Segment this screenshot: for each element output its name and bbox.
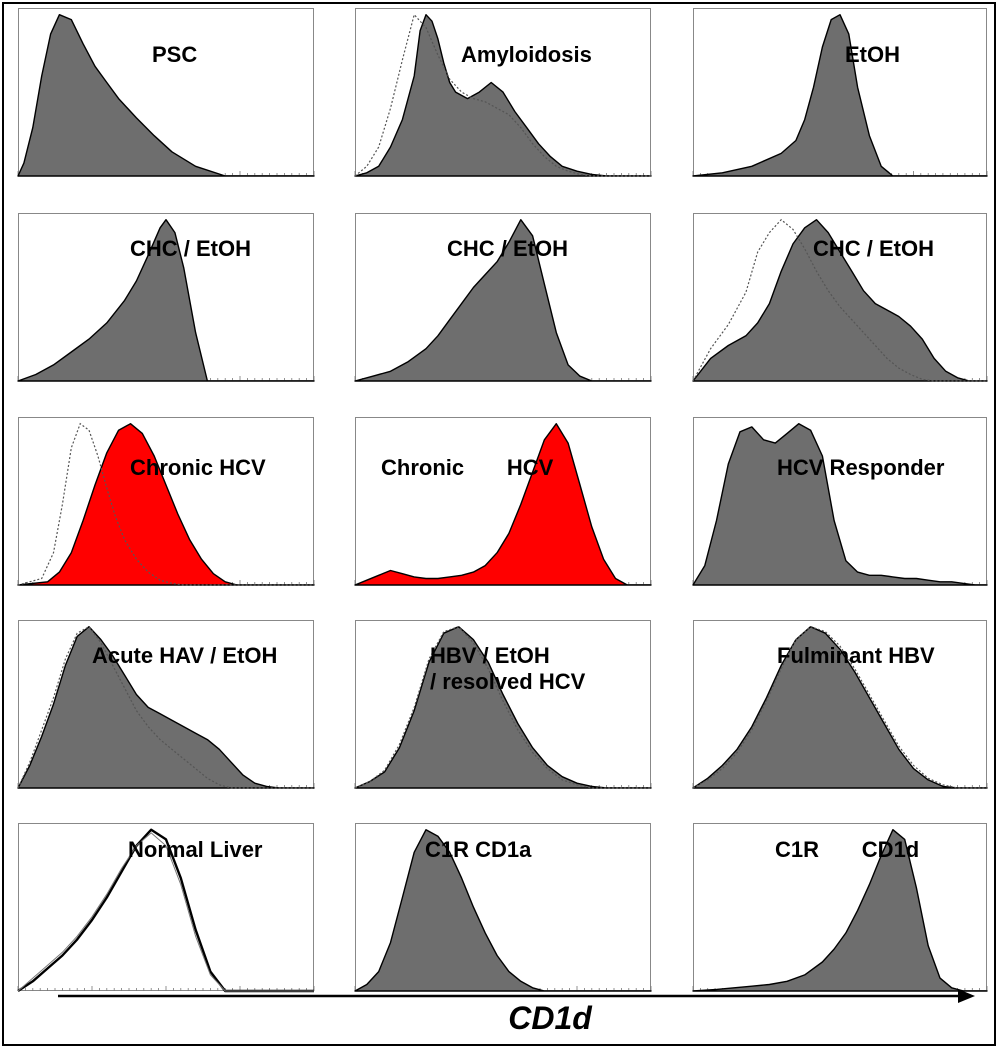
histogram-panel: HBV / EtOH / resolved HCV [354,620,652,789]
histogram-panel: HCV Responder [692,417,988,586]
histogram-series [17,423,315,586]
histogram-panel: EtOH [692,8,988,177]
histogram-panel: Chronic HCV [354,417,652,586]
histogram-series [17,14,315,177]
histogram-panel: C1R CD1a [354,823,652,992]
histogram-plot [692,417,988,586]
panel-label: CHC / EtOH [130,236,251,261]
histogram-plot [692,213,988,382]
histogram-panel: CHC / EtOH [692,213,988,382]
histogram-series [692,829,988,992]
panel-label: C1R CD1a [425,837,532,862]
panel-label: Chronic HCV [381,455,554,480]
panel-label: PSC [152,42,198,67]
control-series [692,626,987,789]
histogram-series [692,423,988,586]
histogram-panel: Acute HAV / EtOH [17,620,315,789]
control-series [692,218,987,382]
x-axis-arrowhead [958,989,975,1003]
histogram-series [692,626,988,789]
panel-label: Amyloidosis [461,42,592,67]
histogram-panel: C1R CD1d [692,823,988,992]
histogram-plot [17,620,315,789]
axis-ticks [17,986,315,991]
x-axis-label: CD1d [508,1000,592,1036]
histogram-panel: Chronic HCV [17,417,315,586]
panel-label: Fulminant HBV [777,643,935,668]
histogram-plot [17,417,315,586]
histogram-plot [17,823,315,993]
histogram-plot [17,213,315,382]
histogram-panel: CHC / EtOH [17,213,315,382]
panel-label: Acute HAV / EtOH [92,643,278,668]
histogram-plot [354,823,652,992]
histogram-panel: Normal Liver [17,823,315,993]
histogram-series [354,829,652,992]
panel-label: HCV Responder [777,455,945,480]
panel-label: HBV / EtOH / resolved HCV [430,643,586,694]
histogram-series [692,219,988,382]
histogram-series [354,626,652,789]
histogram-plot [692,823,988,992]
control-series [17,422,314,586]
panel-label: C1R CD1d [775,837,920,862]
histogram-plot [17,8,315,177]
histogram-plot [692,620,988,789]
histogram-plot [354,8,652,177]
histogram-series [692,14,988,177]
histogram-panel: PSC [17,8,315,177]
histogram-panel: Amyloidosis [354,8,652,177]
control-series [17,832,314,992]
histogram-panel: CHC / EtOH [354,213,652,382]
panel-label: EtOH [845,42,900,67]
panel-label: CHC / EtOH [447,236,568,261]
histogram-series [17,626,315,789]
panel-label: Normal Liver [128,837,263,862]
histogram-series [17,828,314,993]
histogram-plot [354,417,652,586]
histogram-series [17,219,315,382]
histogram-plot [354,620,652,789]
histogram-series [354,219,652,382]
panel-label: Chronic HCV [130,455,266,480]
histogram-panel: Fulminant HBV [692,620,988,789]
histogram-plot [354,213,652,382]
histogram-series [354,423,652,586]
control-series [354,13,651,177]
panel-label: CHC / EtOH [813,236,934,261]
histogram-plot [692,8,988,177]
histogram-series [354,14,652,177]
